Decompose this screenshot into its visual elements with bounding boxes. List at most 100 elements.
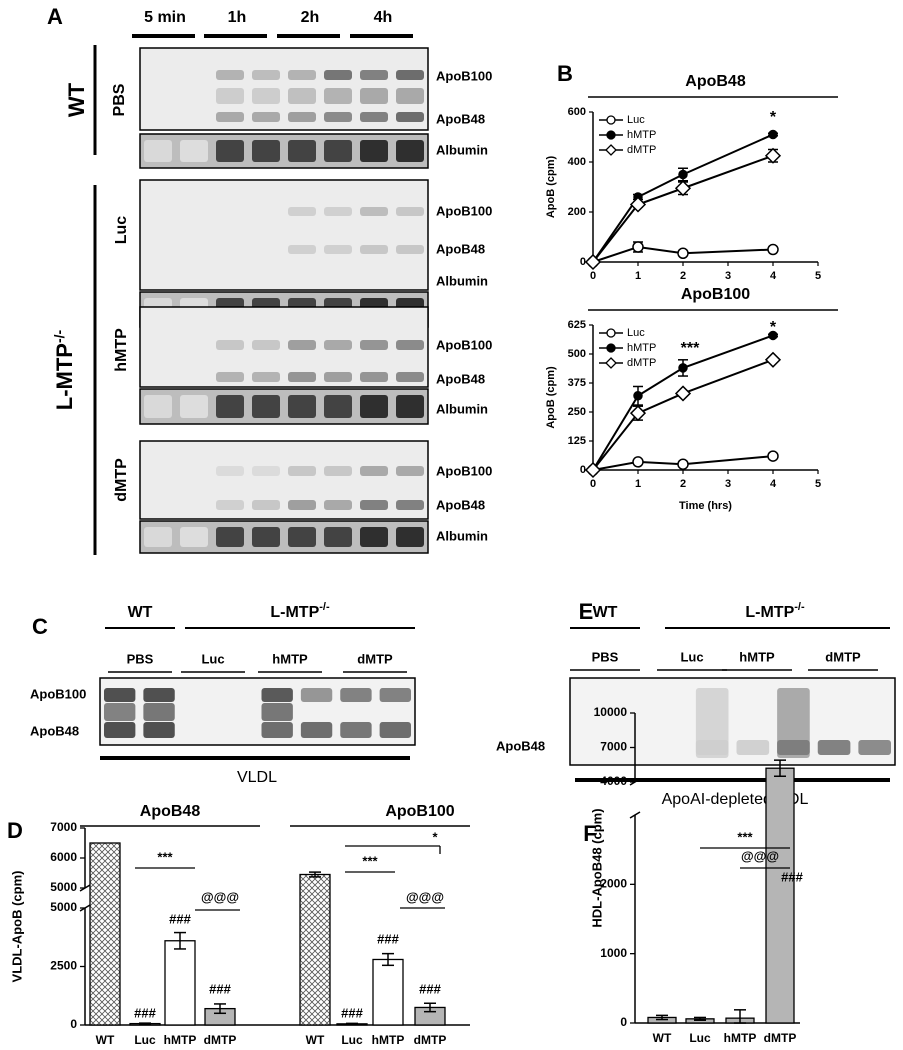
x-tick-label: 5 (815, 270, 821, 282)
bar (89, 842, 121, 1026)
blot-band (324, 500, 352, 510)
blot-band (143, 703, 175, 721)
panel-letter: D (7, 818, 23, 843)
series-line (592, 245, 774, 263)
panel-letter: A (47, 4, 63, 29)
band-label: ApoB100 (436, 68, 492, 83)
series-line (592, 358, 774, 471)
blot-band (324, 395, 352, 418)
y-axis-label: VLDL-ApoB (cpm) (9, 871, 24, 983)
blot-band (252, 466, 280, 476)
blot-band (288, 395, 316, 418)
blot-band (252, 140, 280, 162)
blot-band (777, 740, 810, 755)
axis-break (629, 811, 641, 819)
treatment-label: Luc (113, 216, 130, 245)
band-label: ApoB48 (496, 738, 545, 753)
blot-band (300, 688, 333, 702)
blot-band (360, 395, 388, 418)
timepoint-label: 1h (228, 9, 247, 26)
bar (765, 767, 795, 1024)
x-tick-label: 3 (725, 270, 731, 282)
legend-marker (606, 115, 616, 125)
blot-band (288, 112, 316, 122)
series-line (592, 334, 774, 471)
blot-band (104, 703, 136, 721)
legend-marker (605, 357, 617, 369)
y-tick-label: 0 (620, 1015, 627, 1029)
marker (767, 243, 779, 256)
blot-band (216, 140, 244, 162)
band-label: ApoB48 (436, 497, 485, 512)
genotype-label: L-MTP-/- (745, 601, 805, 621)
blot-band (396, 70, 424, 80)
y-tick-label: 200 (568, 206, 586, 218)
timepoint-label: 4h (374, 9, 393, 26)
band-label: Albumin (436, 528, 488, 543)
lane-label: PBS (592, 649, 619, 664)
y-tick-label: 0 (70, 1017, 77, 1031)
blot-band (396, 140, 424, 162)
genotype-label: WT (593, 604, 618, 621)
legend-label: dMTP (627, 144, 656, 156)
significance-label: * (770, 319, 777, 336)
marker (677, 458, 689, 470)
legend-marker (606, 328, 616, 338)
y-tick-label: 5000 (50, 880, 77, 894)
y-axis-label: HDL-ApoB48 (cpm) (589, 808, 604, 927)
lane-label: hMTP (272, 651, 308, 666)
significance-label: ### (781, 869, 803, 884)
blot-band (360, 70, 388, 80)
legend-label: hMTP (627, 342, 656, 354)
blot-band (379, 688, 411, 702)
band-label: ApoB48 (436, 371, 485, 386)
marker (584, 461, 602, 479)
blot-band (143, 722, 175, 738)
x-tick-label: Luc (689, 1031, 711, 1045)
x-tick-label: 2 (680, 270, 686, 282)
blot-band (324, 140, 352, 162)
genotype-label-main: L-MTP (52, 343, 77, 410)
blot-band (261, 722, 293, 738)
blot-band (396, 527, 424, 547)
significance-label: * (770, 109, 777, 126)
blot-band (396, 466, 424, 476)
blot-band (360, 112, 388, 122)
legend-label: Luc (627, 327, 645, 339)
x-tick-label: 1 (635, 270, 641, 282)
treatment-label: PBS (111, 83, 128, 116)
blot-band (324, 70, 352, 80)
legend-marker (606, 343, 616, 353)
blot-band (104, 688, 136, 702)
legend-marker (606, 130, 616, 140)
blot-band (180, 527, 208, 547)
blot-band (360, 88, 388, 104)
x-tick-label: 3 (725, 478, 731, 490)
x-axis-label: Time (hrs) (679, 500, 732, 512)
blot-band (143, 688, 175, 702)
blot-band (858, 740, 891, 755)
blot-band (360, 140, 388, 162)
significance-label: *** (362, 853, 378, 868)
y-tick-label: 4000 (600, 774, 627, 788)
marker (632, 456, 644, 468)
blot-band (216, 112, 244, 122)
marker (674, 180, 692, 197)
y-tick-label: 1000 (600, 946, 627, 960)
x-tick-label: 5 (815, 478, 821, 490)
x-tick-label: 1 (635, 478, 641, 490)
blot-band (324, 207, 352, 216)
blot-band (216, 500, 244, 510)
blot-band (180, 140, 208, 162)
blot-band (324, 112, 352, 122)
band-label: ApoB48 (436, 241, 485, 256)
marker (677, 247, 689, 259)
y-tick-label: 0 (580, 464, 586, 476)
blot-band (288, 500, 316, 510)
panel-letter: C (32, 614, 48, 639)
marker (632, 241, 644, 253)
lane-label: hMTP (739, 649, 775, 664)
y-tick-label: 5000 (50, 900, 77, 914)
legend-label: hMTP (627, 129, 656, 141)
